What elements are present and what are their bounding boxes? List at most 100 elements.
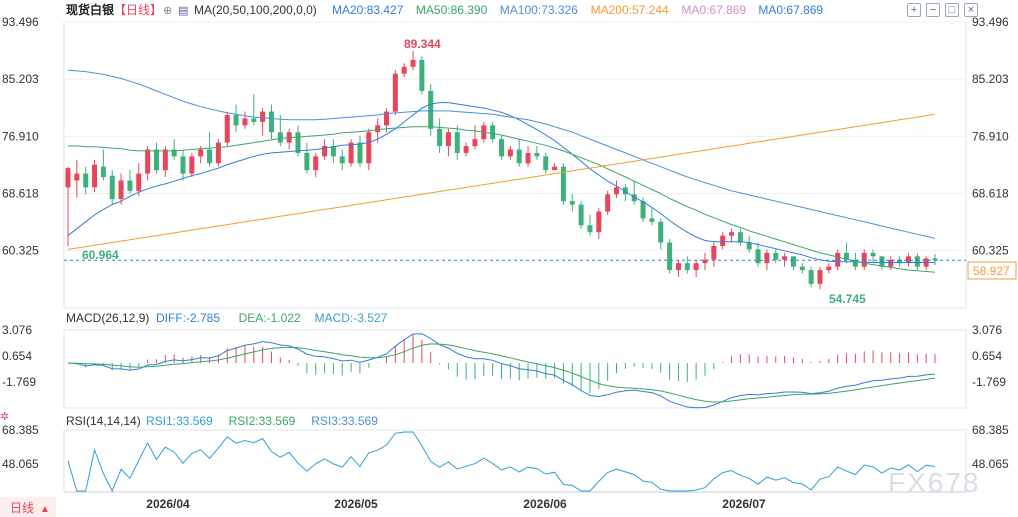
footer-tab[interactable]: 日线 xyxy=(10,501,34,515)
macd-tick-right: 3.076 xyxy=(972,323,1002,337)
candle-body xyxy=(711,245,717,260)
footer-tab-bg[interactable] xyxy=(0,497,56,517)
candle-body xyxy=(640,201,646,219)
ma-value-label: MA50:86.390 xyxy=(416,3,488,17)
period-label[interactable]: 【日线】 xyxy=(114,3,162,17)
ma-values: MA20:83.427 MA50:86.390 MA100:73.326 MA200:… xyxy=(332,3,823,17)
macd-panel xyxy=(67,333,936,409)
candle-body xyxy=(799,266,805,271)
candle-body xyxy=(844,252,850,260)
symbol-title: 现货白银 xyxy=(66,2,115,17)
candle-body xyxy=(437,128,443,147)
candle-body xyxy=(861,252,867,267)
candle-body xyxy=(499,139,504,157)
candle-body xyxy=(242,118,248,126)
macd-tick-right: 0.654 xyxy=(972,349,1002,363)
candle-body xyxy=(888,259,894,267)
watermark: FX678 xyxy=(888,467,981,498)
candle-body xyxy=(826,266,832,271)
rsi-value-label: RSI3:33.569 xyxy=(311,414,378,428)
candle-body xyxy=(773,252,779,260)
candle-body xyxy=(118,180,124,200)
candle-body xyxy=(198,149,204,157)
ma-value-label: MA0:67.869 xyxy=(758,3,823,17)
candle-body xyxy=(914,256,920,267)
candle-body xyxy=(622,187,628,195)
candle-body xyxy=(684,263,690,271)
fullscreen-button[interactable]: □ xyxy=(945,3,959,17)
rsi-tick-left: 48.065 xyxy=(2,457,39,471)
candle-body xyxy=(127,180,133,191)
price-tick-left: 93.496 xyxy=(2,15,39,29)
price-tick-right: 68.618 xyxy=(972,186,1009,200)
candle-body xyxy=(729,232,735,236)
low-label: 54.745 xyxy=(829,292,866,306)
ma-value-label: MA20:83.427 xyxy=(332,3,404,17)
candle-body xyxy=(631,194,637,202)
ma50-line xyxy=(68,126,936,273)
candle-body xyxy=(383,111,389,126)
candle-body xyxy=(65,168,71,188)
candle-body xyxy=(322,146,328,157)
rsi-tick-left: 68.385 xyxy=(2,423,39,437)
candle-body xyxy=(835,252,841,267)
candle-body xyxy=(189,156,195,174)
grid xyxy=(63,21,967,493)
close-button[interactable]: × xyxy=(964,3,978,17)
axis-labels: 93.496 93.496 85.203 85.203 76.910 76.910 68.6… xyxy=(2,15,1009,511)
candle-body xyxy=(428,90,434,129)
candle-body xyxy=(534,152,540,157)
candle-body xyxy=(295,132,301,153)
zoom-in-button[interactable]: + xyxy=(907,3,921,17)
candle-body xyxy=(605,194,611,212)
candle-body xyxy=(587,225,593,233)
candle-body xyxy=(675,263,681,271)
candle-body xyxy=(277,132,283,143)
ma100-line xyxy=(67,69,936,239)
panel-border xyxy=(63,329,967,409)
candle-body xyxy=(782,256,788,260)
ma-value-label: MA100:73.326 xyxy=(500,3,578,17)
rsi-value-label: RSI2:33.569 xyxy=(229,414,296,428)
candle-body xyxy=(207,149,213,164)
candle-body xyxy=(649,218,655,222)
price-tick-left: 68.618 xyxy=(2,186,39,200)
footer-tab-chevron-icon[interactable]: ▲ xyxy=(40,504,50,515)
macd-tick-left: -1.769 xyxy=(2,375,36,389)
price-tick-right: 93.496 xyxy=(972,15,1009,29)
zoom-out-button[interactable]: − xyxy=(926,3,940,17)
candle-body xyxy=(720,235,726,246)
price-tick-left: 76.910 xyxy=(2,129,39,143)
candle-body xyxy=(905,256,911,264)
ma200-line xyxy=(67,113,936,250)
candle-body xyxy=(702,259,708,264)
candle-body xyxy=(171,149,177,157)
ma-value-label: MA200:57.244 xyxy=(591,3,669,17)
candle-body xyxy=(224,115,230,143)
settings-icon[interactable]: ⊕ xyxy=(163,5,172,17)
candle-body xyxy=(525,152,531,164)
candles xyxy=(65,50,938,290)
candle-body xyxy=(693,263,699,271)
last-price-box xyxy=(967,261,1017,280)
candle-body xyxy=(870,252,876,257)
ma20-line xyxy=(67,102,935,263)
rsi-title: RSI(14,14,14) xyxy=(66,414,141,428)
candle-body xyxy=(790,256,796,267)
candle-body xyxy=(136,173,142,191)
candle-body xyxy=(614,187,620,195)
candle-body xyxy=(552,166,558,171)
rsi-settings-icon[interactable]: ✲ xyxy=(0,411,9,423)
candle-body xyxy=(808,270,814,284)
rsi-tick-right: 68.385 xyxy=(972,423,1009,437)
macd-value-label: MACD:-3.527 xyxy=(315,311,388,325)
candle-body xyxy=(74,173,80,181)
candle-body xyxy=(153,149,159,171)
candle-body xyxy=(507,149,513,157)
rsi-values: RSI1:33.569 RSI2:33.569 RSI3:33.569 xyxy=(146,414,378,428)
candle-body xyxy=(445,132,451,147)
candle-body xyxy=(560,166,566,202)
candle-body xyxy=(490,125,496,140)
macd-value-label: DIFF:-2.785 xyxy=(156,311,220,325)
macd-tick-right: -1.769 xyxy=(972,375,1006,389)
